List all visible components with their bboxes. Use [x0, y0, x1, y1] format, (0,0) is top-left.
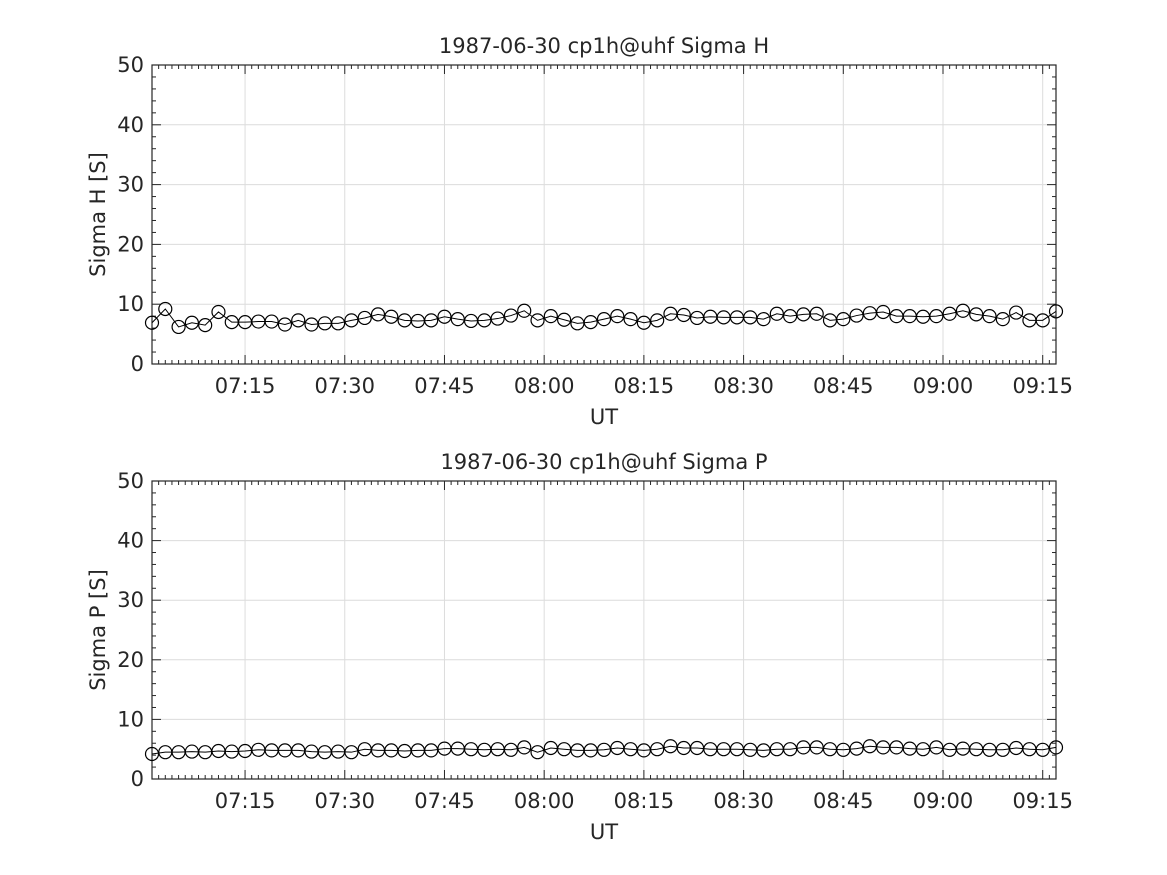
data-point: [530, 745, 545, 760]
axes-box: [151, 64, 1057, 365]
data-point: [344, 313, 359, 328]
x-tick-label: 08:00: [514, 789, 575, 813]
data-point: [929, 740, 944, 755]
x-axis-label: UT: [590, 820, 618, 844]
series-line: [151, 745, 1057, 755]
data-point: [929, 309, 944, 324]
y-tick-label: 0: [131, 767, 144, 791]
data-point: [277, 317, 293, 332]
data-point: [211, 304, 226, 320]
x-tick-label: 07:15: [215, 789, 276, 813]
x-axis-label: UT: [590, 405, 618, 429]
data-point: [636, 315, 651, 330]
data-point: [1035, 313, 1050, 328]
axes-box: [151, 480, 1057, 780]
x-tick-label: 08:30: [713, 789, 774, 813]
x-tick-label: 08:45: [813, 789, 874, 813]
data-point: [171, 319, 186, 335]
x-tick-label: 07:45: [414, 374, 475, 398]
data-point: [424, 313, 439, 328]
data-point: [809, 306, 824, 321]
y-tick-label: 10: [117, 707, 144, 731]
data-point: [291, 313, 306, 328]
data-point: [331, 316, 346, 331]
chart-title: 1987-06-30 cp1h@uhf Sigma P: [440, 450, 767, 474]
x-tick-label: 08:30: [713, 374, 774, 398]
x-tick-label: 07:30: [314, 374, 375, 398]
y-tick-label: 40: [117, 529, 144, 553]
data-point: [543, 309, 558, 324]
data-point: [517, 740, 532, 755]
data-point: [158, 301, 173, 317]
data-point: [437, 309, 452, 324]
y-tick-label: 20: [117, 232, 144, 256]
y-tick-label: 30: [117, 173, 144, 197]
data-point: [995, 312, 1010, 327]
data-point: [942, 306, 957, 321]
data-point: [769, 306, 784, 321]
data-point: [490, 311, 505, 326]
y-tick-label: 20: [117, 648, 144, 672]
sigma-h-panel: 07:15 07:30 07:45 08:00 08:15 08:30 08:45 09:00…: [86, 34, 1073, 429]
data-point: [503, 742, 519, 757]
data-point: [530, 313, 545, 328]
x-tick-label: 08:00: [514, 374, 575, 398]
x-tick-label: 09:15: [1012, 789, 1073, 813]
data-point: [876, 304, 891, 320]
data-point: [583, 315, 598, 330]
sigma-p-panel: 07:15 07:30 07:45 08:00 08:15 08:30 08:45 09:00…: [86, 450, 1073, 844]
data-point: [517, 303, 532, 318]
data-point: [370, 307, 386, 322]
data-point: [836, 312, 851, 327]
data-point: [596, 312, 612, 327]
y-tick-label: 30: [117, 588, 144, 612]
data-point: [184, 315, 199, 330]
data-point: [756, 312, 771, 327]
data-point: [384, 309, 399, 324]
x-tick-label: 08:15: [614, 374, 675, 398]
data-point: [955, 303, 971, 318]
data-point: [650, 742, 665, 757]
y-axis-label: Sigma P [S]: [86, 569, 110, 691]
data-point: [849, 741, 864, 756]
data-point: [623, 312, 638, 327]
data-point: [610, 309, 625, 324]
x-tick-label: 07:45: [414, 789, 475, 813]
x-tick-label: 09:15: [1012, 374, 1073, 398]
data-point: [1048, 740, 1064, 755]
data-point: [503, 308, 519, 323]
data-point: [557, 312, 572, 327]
x-tick-label: 09:00: [913, 789, 974, 813]
data-point: [198, 318, 213, 333]
y-tick-label: 0: [131, 352, 144, 376]
y-tick-label: 10: [117, 292, 144, 316]
series-line: [151, 308, 1057, 328]
y-axis-label: Sigma H [S]: [86, 152, 110, 277]
data-point: [676, 307, 691, 323]
x-tick-label: 07:30: [314, 789, 375, 813]
data-point: [1048, 304, 1064, 319]
data-point: [144, 315, 160, 330]
x-tick-label: 08:45: [813, 374, 874, 398]
x-tick-label: 08:15: [614, 789, 675, 813]
y-tick-label: 50: [117, 469, 144, 493]
data-point: [1009, 305, 1024, 320]
data-point: [849, 308, 864, 323]
x-tick-label: 07:15: [215, 374, 276, 398]
chart-title: 1987-06-30 cp1h@uhf Sigma H: [439, 34, 769, 58]
data-point: [344, 745, 359, 760]
data-point: [264, 314, 279, 329]
data-point: [1035, 742, 1050, 757]
data-point: [982, 309, 997, 324]
y-tick-label: 40: [117, 113, 144, 137]
data-point: [650, 313, 665, 328]
data-point: [357, 310, 372, 326]
y-tick-label: 50: [117, 53, 144, 77]
x-tick-label: 09:00: [913, 374, 974, 398]
